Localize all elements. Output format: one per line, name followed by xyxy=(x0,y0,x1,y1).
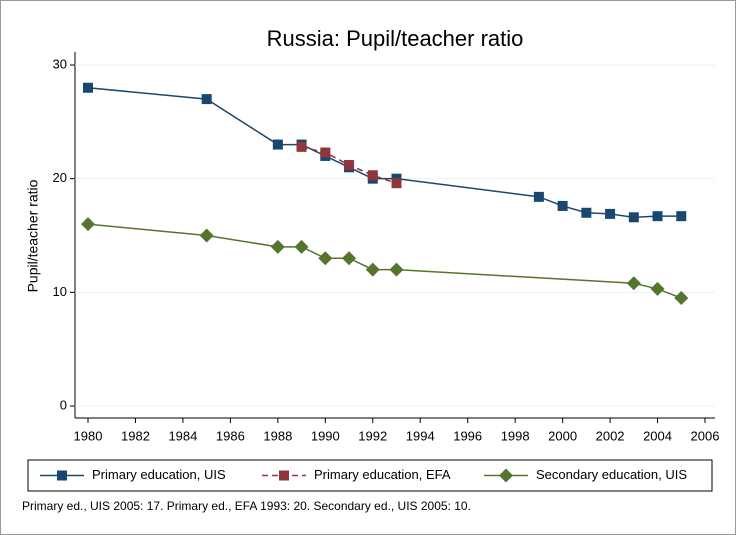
y-axis-label: Pupil/teacher ratio xyxy=(25,179,41,292)
marker xyxy=(389,262,404,277)
x-tick-label: 1996 xyxy=(453,428,482,443)
legend-marker xyxy=(279,470,289,481)
marker xyxy=(652,211,663,222)
x-tick-label: 2004 xyxy=(643,428,672,443)
legend-marker xyxy=(499,468,513,483)
marker xyxy=(344,160,355,171)
chart-title: Russia: Pupil/teacher ratio xyxy=(267,26,524,51)
legend-label: Secondary education, UIS xyxy=(536,467,687,482)
x-tick-label: 1988 xyxy=(263,428,292,443)
legend xyxy=(27,459,713,492)
legend-label: Primary education, UIS xyxy=(92,467,226,482)
marker xyxy=(605,208,616,219)
y-tick-label: 30 xyxy=(53,56,67,71)
marker xyxy=(83,82,93,93)
x-tick-label: 1982 xyxy=(121,428,150,443)
x-tick-label: 1986 xyxy=(216,428,245,443)
x-tick-label: 1994 xyxy=(406,428,435,443)
x-tick-label: 1980 xyxy=(74,428,103,443)
x-tick-label: 1992 xyxy=(358,428,387,443)
x-tick-label: 2002 xyxy=(596,428,625,443)
y-tick-label: 0 xyxy=(60,397,67,412)
legend-label: Primary education, EFA xyxy=(314,467,451,482)
marker xyxy=(199,228,214,243)
marker xyxy=(628,212,639,223)
marker xyxy=(557,200,568,211)
marker xyxy=(533,191,544,202)
marker xyxy=(365,262,380,277)
marker xyxy=(367,170,378,181)
note: Primary ed., UIS 2005: 17. Primary ed., … xyxy=(22,499,471,513)
x-tick-label: 1998 xyxy=(501,428,530,443)
marker xyxy=(272,139,283,150)
marker xyxy=(201,94,212,105)
marker xyxy=(674,291,689,306)
x-tick-label: 1984 xyxy=(168,428,197,443)
marker xyxy=(270,239,285,254)
x-tick-label: 1990 xyxy=(311,428,340,443)
marker xyxy=(318,251,333,266)
marker xyxy=(676,211,687,222)
y-tick-label: 20 xyxy=(53,170,67,185)
legend-marker xyxy=(57,470,67,481)
marker xyxy=(391,178,402,189)
marker xyxy=(342,251,357,266)
y-tick-label: 10 xyxy=(53,284,67,299)
x-tick-label: 2000 xyxy=(548,428,577,443)
marker xyxy=(296,141,307,152)
marker xyxy=(581,207,592,218)
marker xyxy=(650,281,665,296)
marker xyxy=(320,147,331,158)
marker xyxy=(81,217,95,232)
marker xyxy=(626,276,641,291)
marker xyxy=(294,239,309,254)
x-tick-label: 2006 xyxy=(691,428,720,443)
